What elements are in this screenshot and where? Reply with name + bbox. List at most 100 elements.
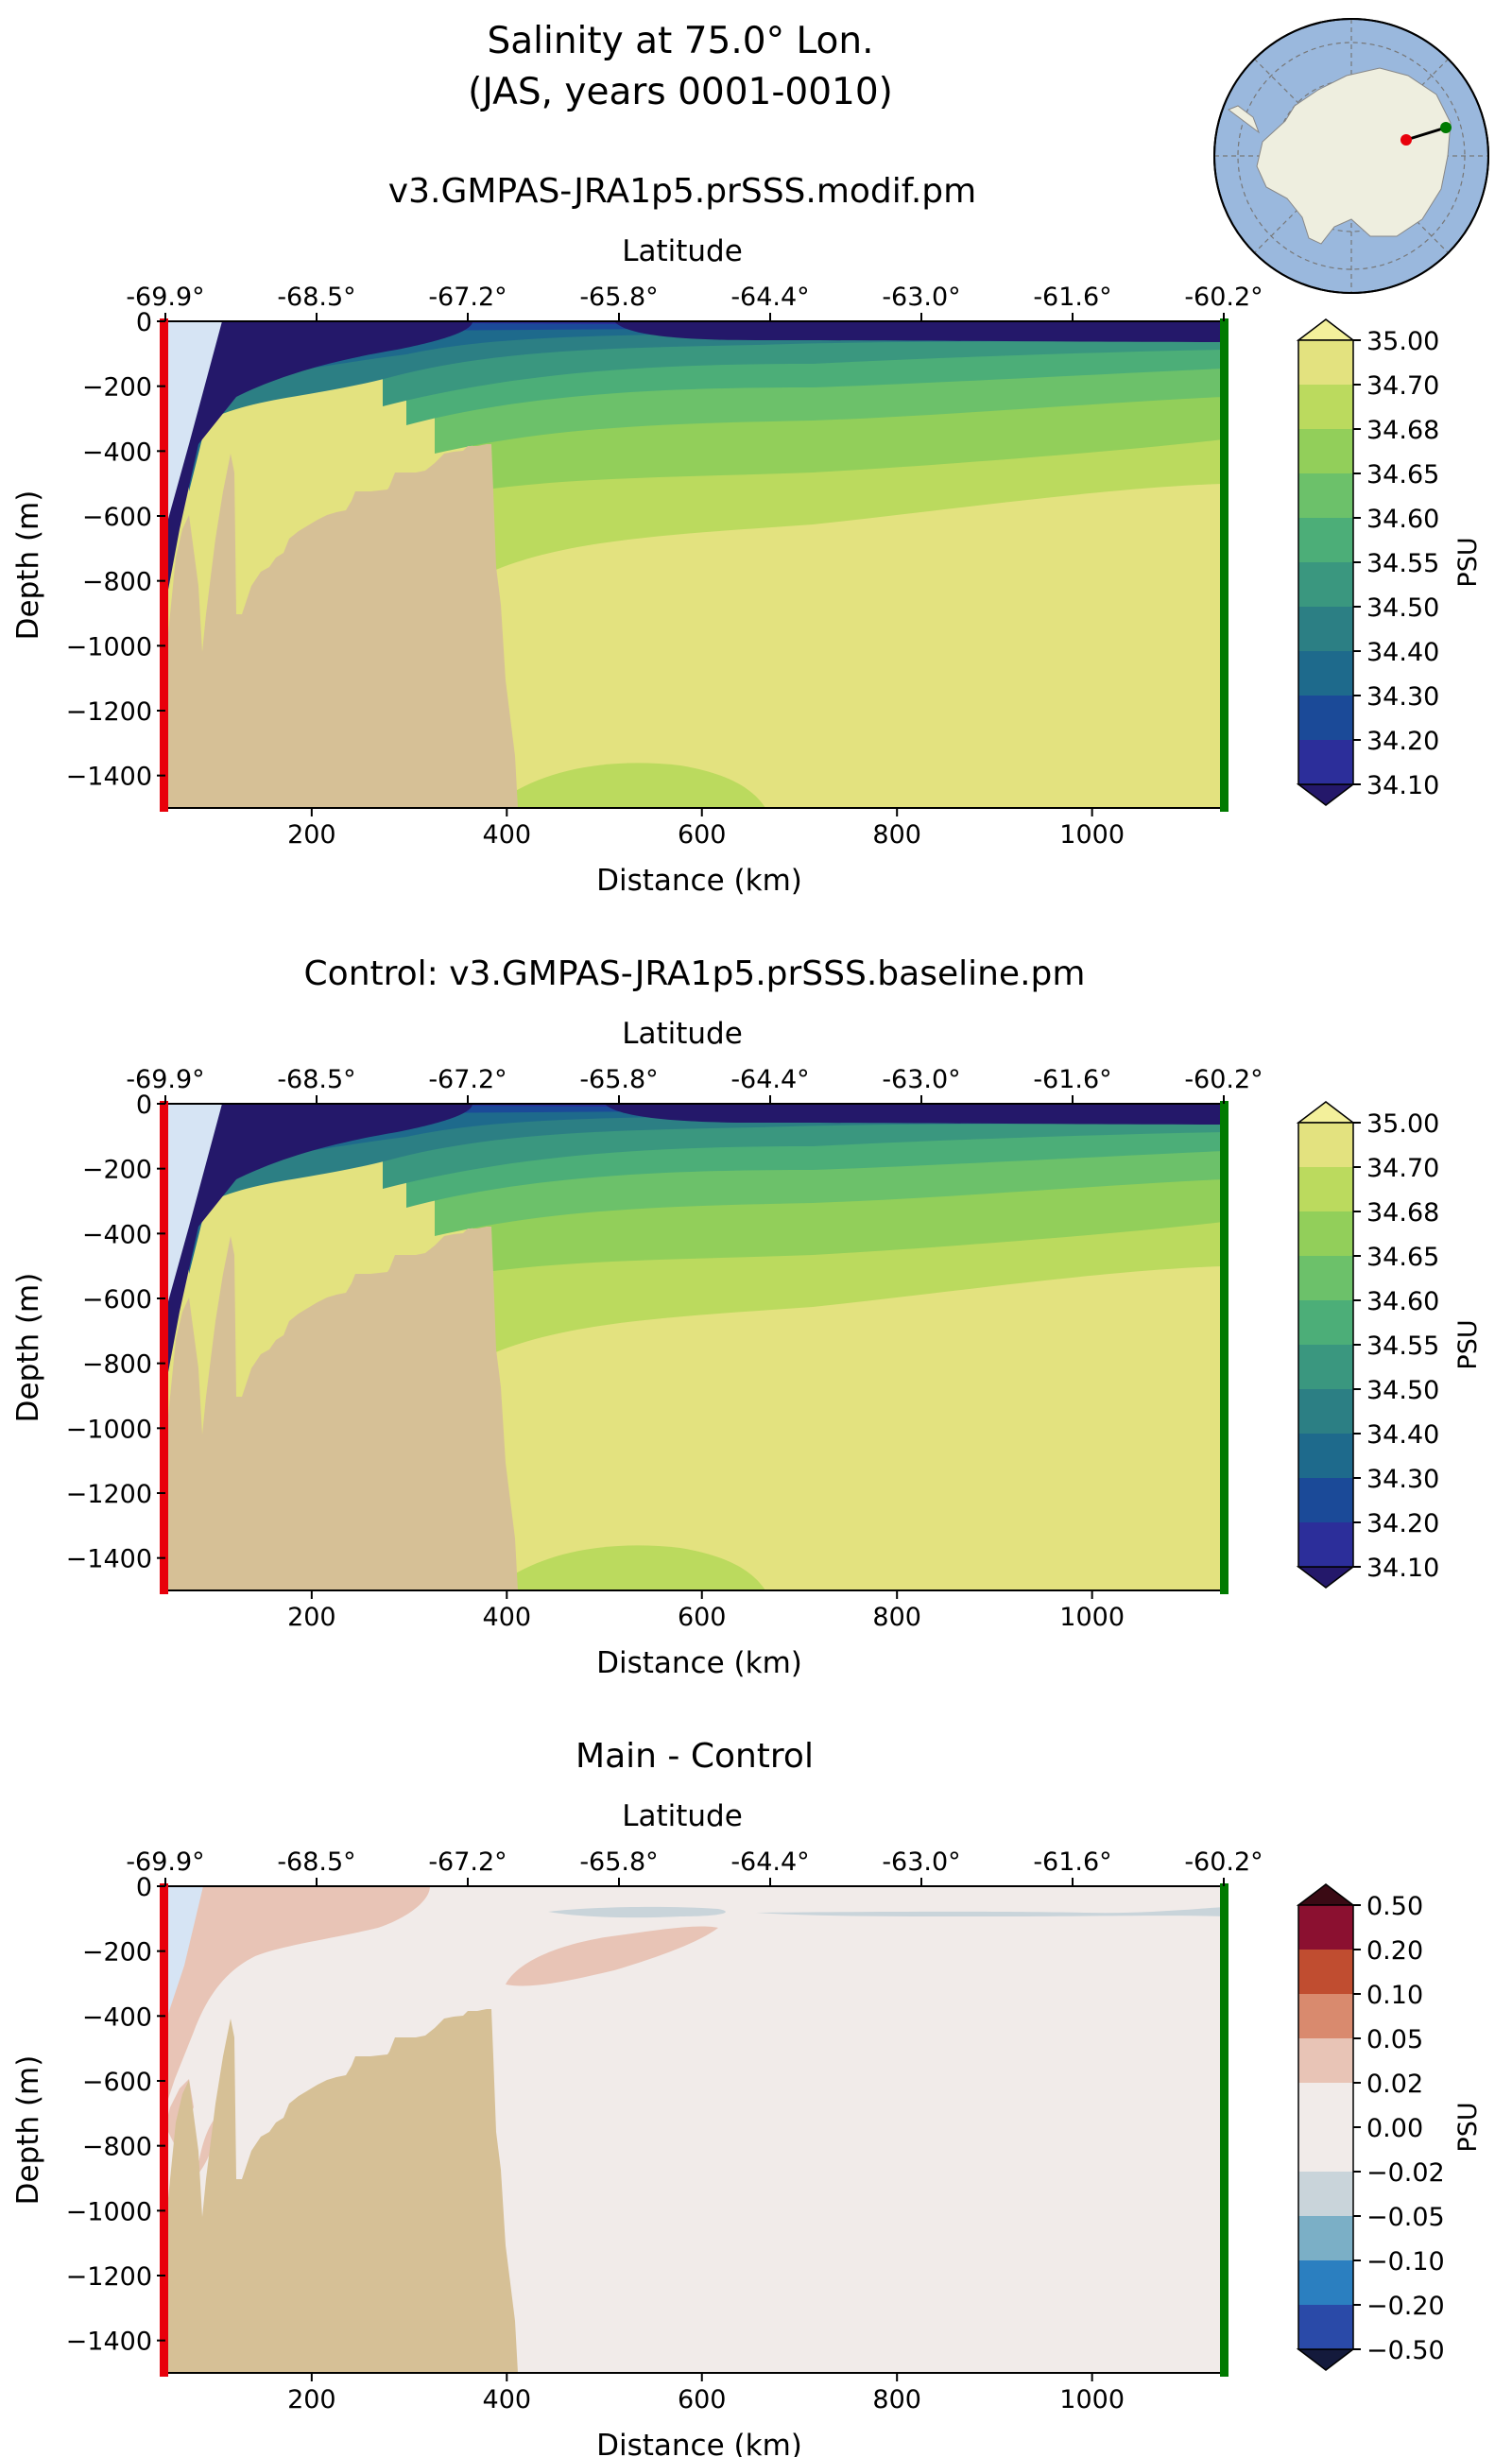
colorbar-segment	[1298, 1434, 1353, 1479]
colorbar-segment	[1298, 1905, 1353, 1950]
y-tick-label: 0	[136, 308, 152, 337]
figure-title-line2: (JAS, years 0001-0010)	[468, 71, 893, 113]
lat-tick-label: -67.2°	[428, 1847, 507, 1877]
x-tick-label: 1000	[1059, 820, 1125, 850]
section-end-bar	[1220, 318, 1228, 812]
colorbar-tick-label: −0.50	[1366, 2336, 1445, 2365]
colorbar-segment	[1298, 2172, 1353, 2217]
y-tick-label: −800	[82, 2133, 152, 2162]
colorbar-tick-label: 0.05	[1366, 2025, 1423, 2054]
panel-title: Main - Control	[576, 1737, 814, 1776]
y-tick-label: −200	[82, 373, 152, 403]
x-tick-label: 1000	[1059, 1603, 1125, 1632]
lat-tick-label: -61.6°	[1033, 283, 1111, 312]
colorbar-segment	[1298, 429, 1353, 474]
x-tick-label: 800	[872, 1603, 921, 1632]
x-tick-label: 600	[678, 1603, 727, 1632]
colorbar-tick-label: 0.10	[1366, 1981, 1423, 2010]
y-tick-label: 0	[136, 1091, 152, 1120]
lat-tick-label: -64.4°	[730, 1847, 809, 1877]
colorbar-segment	[1298, 607, 1353, 652]
y-tick-label: −1400	[66, 763, 152, 792]
colorbar-tick-label: 34.55	[1366, 1332, 1439, 1361]
colorbar-tick-label: 34.20	[1366, 1509, 1439, 1538]
top-axis-label: Latitude	[622, 1017, 743, 1051]
colorbar-segment	[1298, 696, 1353, 741]
lat-tick-label: -60.2°	[1184, 283, 1263, 312]
colorbar-tick-label: 35.00	[1366, 327, 1439, 356]
lat-tick-label: -68.5°	[277, 1065, 355, 1094]
y-tick-label: −600	[82, 1285, 152, 1314]
colorbar-segment	[1298, 1994, 1353, 2039]
bathymetry	[165, 2009, 518, 2373]
colorbar-label: PSU	[1453, 537, 1483, 587]
colorbar-segment	[1298, 740, 1353, 785]
colorbar-tick-label: −0.10	[1366, 2247, 1445, 2277]
y-tick-label: −1000	[66, 1415, 152, 1444]
x-axis-label: Distance (km)	[596, 864, 802, 898]
colorbar-tick-label: 0.02	[1366, 2070, 1423, 2099]
colorbar-segment	[1298, 473, 1353, 519]
colorbar-tick-label: 35.00	[1366, 1109, 1439, 1139]
colorbar-tick-label: 34.65	[1366, 1243, 1439, 1272]
y-tick-label: −1000	[66, 632, 152, 662]
panel-control: Control: v3.GMPAS-JRA1p5.prSSS.baseline.…	[11, 954, 1483, 1680]
section-start-bar	[160, 318, 168, 812]
colorbar-tick-label: 34.10	[1366, 771, 1439, 800]
colorbar-label: PSU	[1453, 2102, 1483, 2152]
y-tick-label: −600	[82, 503, 152, 532]
lat-tick-label: -63.0°	[882, 1065, 960, 1094]
inset-section-end	[1440, 122, 1452, 133]
colorbar-segment	[1298, 1478, 1353, 1523]
x-tick-label: 200	[287, 820, 336, 850]
colorbar-under-triangle	[1296, 2348, 1356, 2371]
colorbar-tick-label: 0.00	[1366, 2114, 1423, 2143]
lat-tick-label: -68.5°	[277, 283, 355, 312]
inset-section-line	[1405, 126, 1447, 142]
x-tick-label: 200	[287, 1603, 336, 1632]
y-tick-label: −400	[82, 438, 152, 467]
top-axis-label: Latitude	[622, 234, 743, 268]
colorbar-tick-label: 34.70	[1366, 371, 1439, 401]
colorbar-segment	[1298, 1522, 1353, 1568]
colorbar-tick-label: 0.50	[1366, 1892, 1423, 1921]
colorbar-tick-label: 34.40	[1366, 1420, 1439, 1450]
x-tick-label: 600	[678, 820, 727, 850]
figure-title-line1: Salinity at 75.0° Lon.	[488, 20, 874, 62]
colorbar-segment	[1298, 1167, 1353, 1212]
colorbar-tick-label: 34.40	[1366, 638, 1439, 667]
plot-area	[165, 1104, 1224, 1590]
x-axis-label: Distance (km)	[596, 1646, 802, 1680]
y-axis-label: Depth (m)	[11, 1273, 45, 1423]
y-tick-label: −1200	[66, 1480, 152, 1509]
colorbar-tick-label: 34.60	[1366, 505, 1439, 534]
colorbar-tick-label: 34.68	[1366, 1198, 1439, 1228]
colorbar-segment	[1298, 2127, 1353, 2173]
colorbar-tick-label: 34.68	[1366, 416, 1439, 445]
lat-tick-label: -64.4°	[730, 283, 809, 312]
colorbar-tick-label: 34.55	[1366, 549, 1439, 578]
colorbar-segment	[1298, 1123, 1353, 1168]
panel-title: v3.GMPAS-JRA1p5.prSSS.modif.pm	[388, 172, 976, 211]
lat-tick-label: -61.6°	[1033, 1847, 1111, 1877]
lat-tick-label: -64.4°	[730, 1065, 809, 1094]
colorbar-segment	[1298, 2038, 1353, 2084]
colorbar-segment	[1298, 2260, 1353, 2306]
colorbar-segment	[1298, 1300, 1353, 1346]
plot-area	[165, 321, 1224, 808]
x-tick-label: 1000	[1059, 2385, 1125, 2414]
x-tick-label: 200	[287, 2385, 336, 2414]
section-end-bar	[1220, 1101, 1228, 1594]
colorbar-tick-label: −0.02	[1366, 2158, 1445, 2188]
colorbar-segment	[1298, 1345, 1353, 1390]
colorbar-under-triangle	[1296, 1566, 1356, 1589]
top-axis-label: Latitude	[622, 1799, 743, 1833]
y-tick-label: −200	[82, 1938, 152, 1967]
colorbar-segment	[1298, 2083, 1353, 2128]
lat-tick-label: -61.6°	[1033, 1065, 1111, 1094]
y-axis-label: Depth (m)	[11, 490, 45, 641]
colorbar-segment	[1298, 1211, 1353, 1257]
colorbar-under-triangle	[1296, 783, 1356, 806]
panel-difference: Main - Control Latitude Distance (km) De…	[11, 1737, 1483, 2457]
